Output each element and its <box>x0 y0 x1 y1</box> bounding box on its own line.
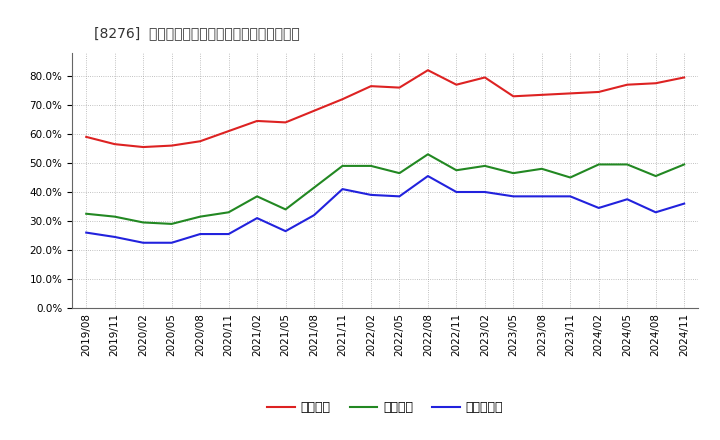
現顄金比率 <box>82 230 91 235</box>
現顄金比率 <box>338 187 347 192</box>
Line: 流動比率: 流動比率 <box>86 70 684 147</box>
当座比率 <box>680 162 688 167</box>
現顄金比率 <box>509 194 518 199</box>
流動比率 <box>282 120 290 125</box>
当座比率 <box>537 166 546 172</box>
流動比率 <box>566 91 575 96</box>
現顄金比率 <box>452 189 461 194</box>
現顄金比率 <box>110 235 119 240</box>
流動比率 <box>139 144 148 150</box>
当座比率 <box>366 163 375 169</box>
現顄金比率 <box>395 194 404 199</box>
現顄金比率 <box>253 216 261 221</box>
現顄金比率 <box>623 197 631 202</box>
当座比率 <box>623 162 631 167</box>
当座比率 <box>395 171 404 176</box>
流動比率 <box>253 118 261 124</box>
流動比率 <box>652 81 660 86</box>
当座比率 <box>452 168 461 173</box>
当座比率 <box>566 175 575 180</box>
Line: 当座比率: 当座比率 <box>86 154 684 224</box>
流動比率 <box>395 85 404 90</box>
現顄金比率 <box>537 194 546 199</box>
現顄金比率 <box>139 240 148 246</box>
流動比率 <box>423 68 432 73</box>
当座比率 <box>509 171 518 176</box>
現顄金比率 <box>423 173 432 179</box>
当座比率 <box>652 173 660 179</box>
流動比率 <box>196 139 204 144</box>
現顄金比率 <box>225 231 233 237</box>
流動比率 <box>509 94 518 99</box>
流動比率 <box>167 143 176 148</box>
当座比率 <box>338 163 347 169</box>
流動比率 <box>310 108 318 114</box>
当座比率 <box>225 209 233 215</box>
当座比率 <box>595 162 603 167</box>
流動比率 <box>110 142 119 147</box>
当座比率 <box>253 194 261 199</box>
流動比率 <box>452 82 461 87</box>
流動比率 <box>366 84 375 89</box>
当座比率 <box>167 221 176 227</box>
流動比率 <box>623 82 631 87</box>
当座比率 <box>282 207 290 212</box>
当座比率 <box>110 214 119 219</box>
現顄金比率 <box>566 194 575 199</box>
流動比率 <box>537 92 546 98</box>
流動比率 <box>480 75 489 80</box>
流動比率 <box>338 96 347 102</box>
当座比率 <box>310 185 318 190</box>
Legend: 流動比率, 当座比率, 現顄金比率: 流動比率, 当座比率, 現顄金比率 <box>262 396 508 419</box>
現顄金比率 <box>680 201 688 206</box>
現顄金比率 <box>366 192 375 198</box>
流動比率 <box>82 134 91 139</box>
現顄金比率 <box>480 189 489 194</box>
現顄金比率 <box>282 228 290 234</box>
流動比率 <box>595 89 603 95</box>
流動比率 <box>680 75 688 80</box>
Line: 現顄金比率: 現顄金比率 <box>86 176 684 243</box>
当座比率 <box>82 211 91 216</box>
現顄金比率 <box>652 209 660 215</box>
現顄金比率 <box>595 205 603 211</box>
現顄金比率 <box>310 213 318 218</box>
現顄金比率 <box>196 231 204 237</box>
当座比率 <box>196 214 204 219</box>
当座比率 <box>480 163 489 169</box>
流動比率 <box>225 128 233 134</box>
当座比率 <box>423 152 432 157</box>
当座比率 <box>139 220 148 225</box>
現顄金比率 <box>167 240 176 246</box>
Text: [8276]  流動比率、当座比率、現顄金比率の推移: [8276] 流動比率、当座比率、現顄金比率の推移 <box>94 26 300 40</box>
